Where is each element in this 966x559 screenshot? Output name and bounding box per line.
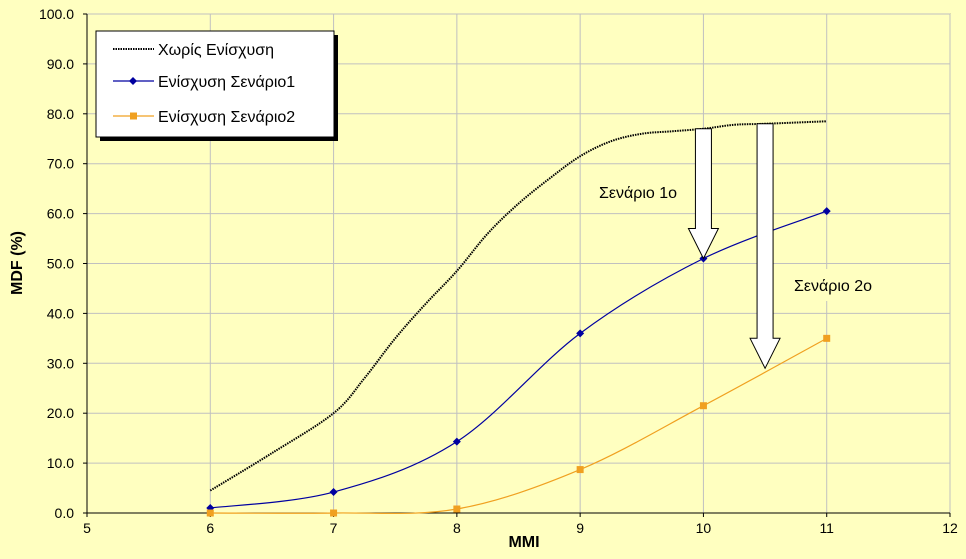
legend-label: Χωρίς Ενίσχυση <box>158 42 274 59</box>
y-tick-label: 70.0 <box>47 156 74 172</box>
data-point-square <box>699 402 707 410</box>
legend-marker-diamond <box>129 77 137 85</box>
x-tick-label: 6 <box>206 520 214 536</box>
y-tick-label: 20.0 <box>47 405 74 421</box>
data-point-diamond <box>576 329 585 338</box>
legend-label: Ενίσχυση Σενάριο1 <box>158 74 295 91</box>
y-tick-label: 40.0 <box>47 305 74 321</box>
scenario-arrow <box>687 128 720 260</box>
y-tick-label: 50.0 <box>47 256 74 272</box>
legend-label: Ενίσχυση Σενάριο2 <box>158 109 295 126</box>
annotation-bg <box>586 176 690 208</box>
x-tick-label: 12 <box>942 520 958 536</box>
series-line <box>210 210 827 509</box>
x-axis-title: MMI <box>508 534 539 551</box>
data-point-square <box>576 466 584 474</box>
legend-marker-square <box>130 112 137 120</box>
annotation-scenario-2: Σενάριο 2ο <box>794 278 872 295</box>
x-tick-label: 5 <box>83 520 91 536</box>
y-tick-label: 10.0 <box>47 455 74 471</box>
annotation-scenario-1: Σενάριο 1ο <box>599 185 677 202</box>
data-point-diamond <box>822 207 831 216</box>
y-tick-label: 60.0 <box>47 206 74 222</box>
data-point-square <box>206 509 214 517</box>
data-point-diamond <box>329 488 338 497</box>
y-tick-label: 0.0 <box>55 505 75 521</box>
x-tick-label: 8 <box>453 520 461 536</box>
x-tick-label: 10 <box>696 520 712 536</box>
annotation-bg <box>777 269 889 301</box>
data-point-square <box>453 505 461 513</box>
y-axis-title: MDF (%) <box>9 231 26 295</box>
data-point-square <box>823 334 831 342</box>
x-tick-label: 7 <box>330 520 338 536</box>
data-point-diamond <box>452 437 461 446</box>
scenario-arrow <box>749 123 781 370</box>
x-tick-label: 11 <box>819 520 834 536</box>
y-tick-label: 90.0 <box>47 56 74 72</box>
series-line <box>210 337 828 515</box>
y-tick-label: 80.0 <box>47 106 74 122</box>
data-point-square <box>330 509 338 517</box>
x-tick-label: 9 <box>576 520 584 536</box>
y-tick-label: 30.0 <box>47 355 74 371</box>
y-tick-label: 100.0 <box>39 6 74 22</box>
